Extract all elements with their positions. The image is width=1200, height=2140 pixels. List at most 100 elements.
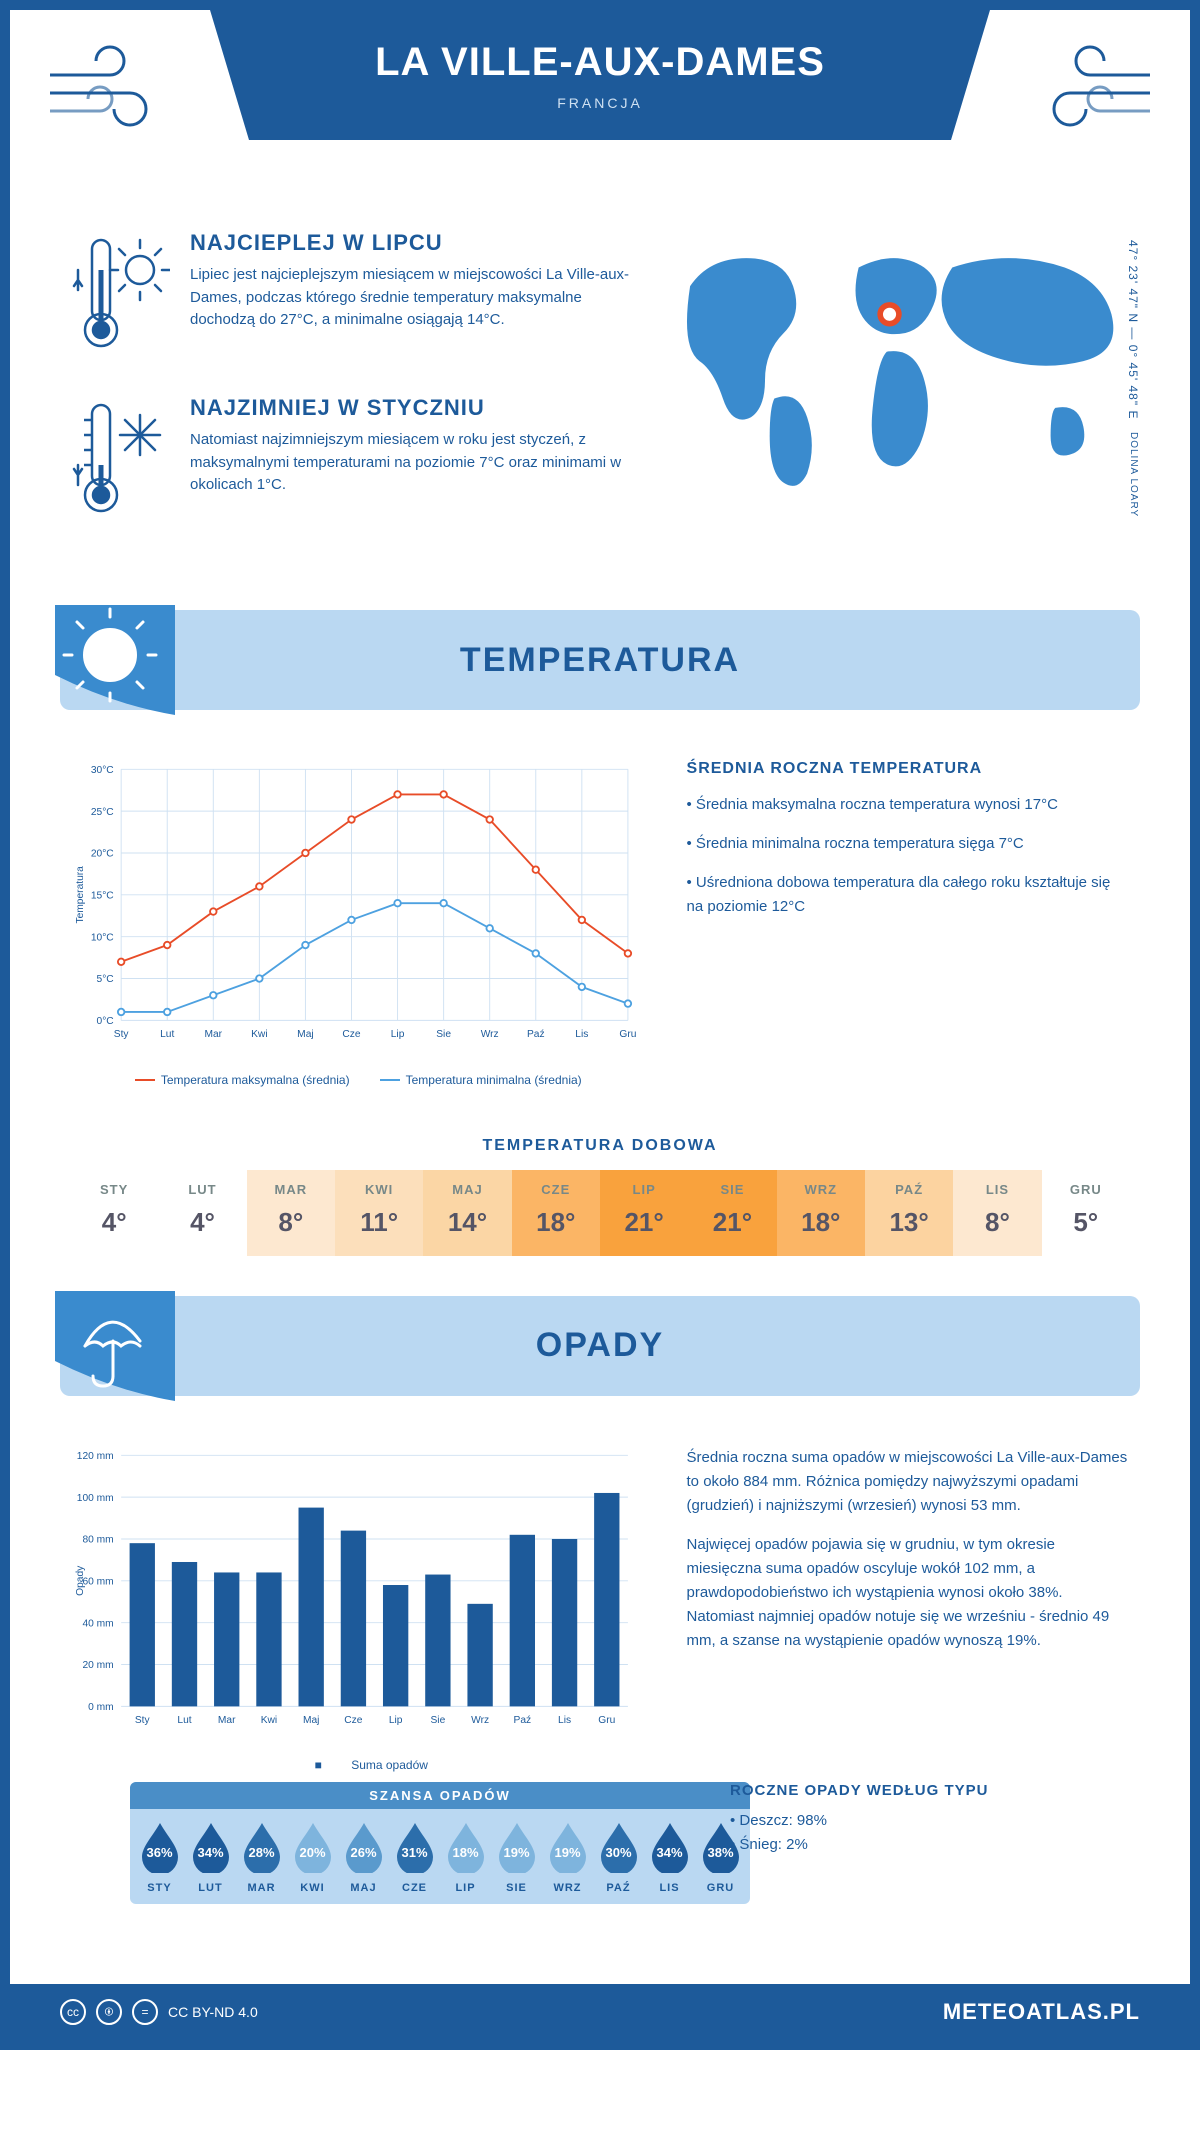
cc-icon: cc [60, 1999, 86, 2025]
wind-icon [1020, 45, 1160, 135]
svg-text:Paź: Paź [514, 1715, 532, 1726]
chance-drop: 19% WRZ [543, 1819, 592, 1894]
temp-section-banner: TEMPERATURA [60, 610, 1140, 710]
license-label: CC BY-ND 4.0 [168, 2004, 258, 2020]
svg-text:Mar: Mar [204, 1029, 222, 1040]
world-map-icon [662, 230, 1130, 492]
nd-icon: = [132, 1999, 158, 2025]
daily-cell: KWI11° [335, 1170, 423, 1256]
wind-icon [40, 45, 180, 135]
svg-text:Paź: Paź [527, 1029, 545, 1040]
cold-body: Natomiast najzimniejszym miesiącem w rok… [190, 429, 632, 497]
chance-drop: 28% MAR [237, 1819, 286, 1894]
coordinates: 47° 23' 47" N — 0° 45' 48" E DOLINA LOAR… [1126, 240, 1140, 517]
daily-title: TEMPERATURA DOBOWA [10, 1137, 1190, 1155]
chance-drop: 36% STY [135, 1819, 184, 1894]
svg-text:Wrz: Wrz [481, 1029, 499, 1040]
temp-chart: 0°C5°C10°C15°C20°C25°C30°CStyLutMarKwiMa… [70, 760, 647, 1087]
svg-text:Cze: Cze [342, 1029, 360, 1040]
intro-section: NAJCIEPLEJ W LIPCU Lipiec jest najcieple… [10, 190, 1190, 590]
daily-cell: PAŹ13° [865, 1170, 953, 1256]
svg-text:20°C: 20°C [91, 849, 114, 860]
temp-legend: Temperatura maksymalna (średnia) Tempera… [70, 1073, 647, 1087]
daily-cell: GRU5° [1042, 1170, 1130, 1256]
svg-text:Sie: Sie [430, 1715, 445, 1726]
cold-block: NAJZIMNIEJ W STYCZNIU Natomiast najzimni… [70, 395, 632, 530]
daily-cell: STY4° [70, 1170, 158, 1256]
hot-body: Lipiec jest najcieplejszym miesiącem w m… [190, 264, 632, 332]
svg-text:0 mm: 0 mm [88, 1702, 114, 1713]
daily-cell: MAR8° [247, 1170, 335, 1256]
chance-drop: 18% LIP [441, 1819, 490, 1894]
precip-heading: OPADY [536, 1326, 664, 1365]
svg-text:Kwi: Kwi [251, 1029, 267, 1040]
svg-text:Kwi: Kwi [261, 1715, 277, 1726]
precip-chart: 0 mm 20 mm 40 mm 60 mm 80 mm 100 mm 120 mm Opad… [70, 1446, 647, 1773]
chance-drop: 20% KWI [288, 1819, 337, 1894]
umbrella-icon [55, 1291, 175, 1401]
svg-text:80 mm: 80 mm [82, 1534, 113, 1545]
svg-text:Lip: Lip [389, 1715, 403, 1726]
svg-text:Sty: Sty [135, 1715, 151, 1726]
daily-cell: CZE18° [512, 1170, 600, 1256]
svg-text:30°C: 30°C [91, 765, 114, 776]
svg-text:Lis: Lis [558, 1715, 571, 1726]
svg-text:Cze: Cze [344, 1715, 362, 1726]
temp-side-text: ŚREDNIA ROCZNA TEMPERATURA • Średnia mak… [687, 760, 1130, 1087]
svg-text:Lip: Lip [391, 1029, 405, 1040]
sun-icon [55, 605, 175, 715]
chance-drop: 26% MAJ [339, 1819, 388, 1894]
daily-cell: SIE21° [688, 1170, 776, 1256]
svg-text:0°C: 0°C [97, 1016, 114, 1027]
daily-cell: WRZ18° [777, 1170, 865, 1256]
thermometer-cold-icon [70, 395, 170, 525]
svg-text:Maj: Maj [297, 1029, 313, 1040]
footer: cc 🅯 = CC BY-ND 4.0 METEOATLAS.PL [10, 1984, 1190, 2040]
svg-text:Lut: Lut [177, 1715, 191, 1726]
hot-title: NAJCIEPLEJ W LIPCU [190, 230, 632, 256]
title-banner: LA VILLE-AUX-DAMES FRANCJA [210, 10, 990, 140]
page-title: LA VILLE-AUX-DAMES [375, 40, 825, 85]
country-label: FRANCJA [557, 95, 643, 111]
svg-text:15°C: 15°C [91, 891, 114, 902]
precip-type: ROCZNE OPADY WEDŁUG TYPU • Deszcz: 98% •… [730, 1782, 988, 1944]
svg-text:Mar: Mar [218, 1715, 236, 1726]
thermometer-hot-icon [70, 230, 170, 360]
infographic-page: LA VILLE-AUX-DAMES FRANCJA [0, 0, 1200, 2050]
svg-text:Lut: Lut [160, 1029, 174, 1040]
daily-strip: STY4°LUT4°MAR8°KWI11°MAJ14°CZE18°LIP21°S… [70, 1170, 1130, 1256]
header: LA VILLE-AUX-DAMES FRANCJA [10, 10, 1190, 190]
site-label: METEOATLAS.PL [943, 1999, 1140, 2025]
chance-drop: 30% PAŹ [594, 1819, 643, 1894]
daily-cell: MAJ14° [423, 1170, 511, 1256]
svg-text:120 mm: 120 mm [77, 1451, 114, 1462]
chance-drop: 31% CZE [390, 1819, 439, 1894]
chance-title: SZANSA OPADÓW [130, 1782, 750, 1809]
by-icon: 🅯 [96, 1999, 122, 2025]
cold-title: NAJZIMNIEJ W STYCZNIU [190, 395, 632, 421]
chance-box: SZANSA OPADÓW 36% STY 34% LUT 28% MAR 20… [130, 1782, 750, 1904]
precip-legend: ■ Suma opadów [70, 1758, 647, 1772]
svg-text:Sie: Sie [436, 1029, 451, 1040]
daily-cell: LIP21° [600, 1170, 688, 1256]
svg-text:40 mm: 40 mm [82, 1618, 113, 1629]
svg-text:10°C: 10°C [91, 932, 114, 943]
chance-drop: 19% SIE [492, 1819, 541, 1894]
svg-text:60 mm: 60 mm [82, 1576, 113, 1587]
precip-section-banner: OPADY [60, 1296, 1140, 1396]
svg-text:Opady: Opady [75, 1564, 86, 1595]
hot-block: NAJCIEPLEJ W LIPCU Lipiec jest najcieple… [70, 230, 632, 365]
svg-text:Maj: Maj [303, 1715, 319, 1726]
daily-cell: LIS8° [953, 1170, 1041, 1256]
svg-text:Lis: Lis [575, 1029, 588, 1040]
svg-text:20 mm: 20 mm [82, 1660, 113, 1671]
svg-text:Gru: Gru [598, 1715, 615, 1726]
precip-side-text: Średnia roczna suma opadów w miejscowośc… [687, 1446, 1130, 1773]
svg-text:Gru: Gru [619, 1029, 636, 1040]
svg-text:Wrz: Wrz [471, 1715, 489, 1726]
chance-drop: 34% LUT [186, 1819, 235, 1894]
temp-heading: TEMPERATURA [460, 641, 740, 680]
daily-cell: LUT4° [158, 1170, 246, 1256]
svg-text:5°C: 5°C [97, 974, 114, 985]
svg-text:100 mm: 100 mm [77, 1492, 114, 1503]
